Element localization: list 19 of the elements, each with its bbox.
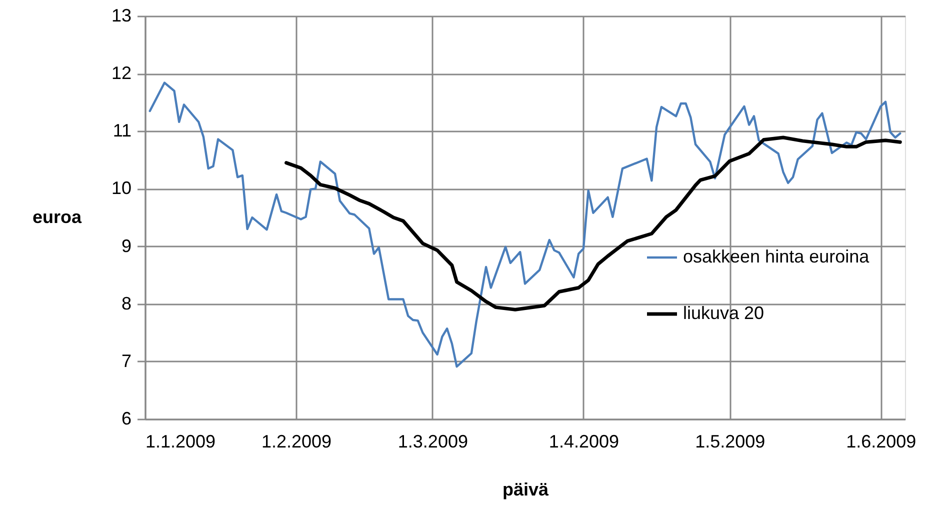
x-tick-label: 1.3.2009 — [398, 432, 468, 452]
x-tick-label: 1.2.2009 — [261, 432, 332, 452]
y-tick-label: 6 — [121, 408, 132, 428]
y-tick-label: 12 — [111, 63, 132, 84]
y-tick-label: 11 — [112, 120, 132, 141]
y-tick-label: 7 — [121, 350, 132, 371]
x-axis-title: päivä — [502, 480, 550, 500]
y-tick-label: 8 — [121, 293, 132, 314]
x-tick-label: 1.6.2009 — [846, 432, 916, 452]
line-series — [148, 82, 902, 368]
y-axis-title: euroa — [32, 207, 82, 227]
legend-label: liukuva 20 — [683, 303, 764, 323]
y-tick-label: 13 — [111, 6, 132, 26]
x-tick-label: 1.1.2009 — [146, 432, 216, 452]
x-tick-label: 1.5.2009 — [695, 432, 766, 452]
legend-label: osakkeen hinta euroina — [683, 246, 870, 266]
y-tick-label: 10 — [111, 178, 132, 198]
y-tick-label: 9 — [121, 236, 132, 256]
x-tick-label: 1.4.2009 — [548, 432, 619, 452]
